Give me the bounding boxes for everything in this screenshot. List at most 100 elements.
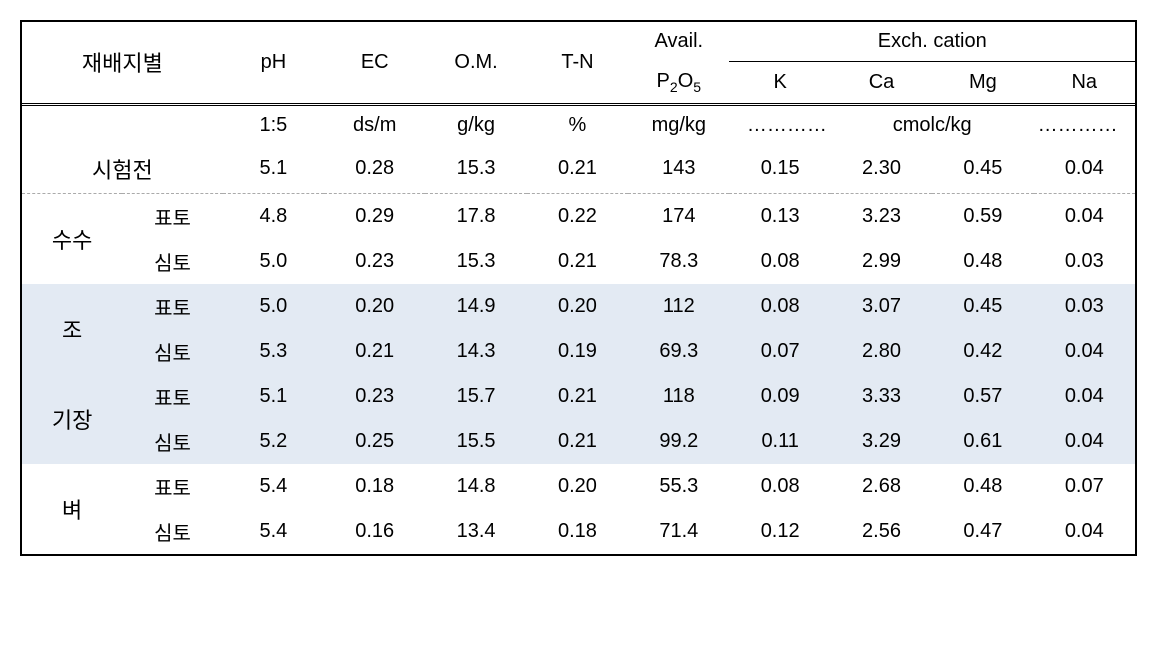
- table-row: 심토5.30.2114.30.1969.30.072.800.420.04: [22, 329, 1135, 374]
- value-cell-mg: 0.45: [932, 284, 1033, 329]
- header-ec: EC: [324, 22, 425, 104]
- value-cell-mg: 0.42: [932, 329, 1033, 374]
- pretest-label: 시험전: [22, 145, 223, 194]
- table-row: 기장표토5.10.2315.70.211180.093.330.570.04: [22, 374, 1135, 419]
- value-cell-mg: 0.61: [932, 419, 1033, 464]
- value-cell-p2o5: 78.3: [628, 239, 729, 284]
- value-cell-p2o5: 69.3: [628, 329, 729, 374]
- value-cell-om: 14.9: [425, 284, 526, 329]
- value-cell-ec: 0.16: [324, 509, 425, 554]
- unit-cation-left: …………: [729, 104, 830, 145]
- value-cell-tn: 0.21: [527, 239, 628, 284]
- header-row-1: 재배지별 pH EC O.M. T-N Avail. Exch. cation: [22, 22, 1135, 62]
- pretest-om: 15.3: [425, 145, 526, 194]
- value-cell-ca: 3.29: [831, 419, 932, 464]
- value-cell-om: 15.3: [425, 239, 526, 284]
- table-row: 심토5.20.2515.50.2199.20.113.290.610.04: [22, 419, 1135, 464]
- value-cell-mg: 0.48: [932, 464, 1033, 509]
- pretest-p2o5: 143: [628, 145, 729, 194]
- table-row: 조표토5.00.2014.90.201120.083.070.450.03: [22, 284, 1135, 329]
- pretest-k: 0.15: [729, 145, 830, 194]
- value-cell-ph: 5.0: [223, 239, 324, 284]
- value-cell-tn: 0.19: [527, 329, 628, 374]
- table-row: 심토5.00.2315.30.2178.30.082.990.480.03: [22, 239, 1135, 284]
- header-mg: Mg: [932, 62, 1033, 105]
- value-cell-mg: 0.48: [932, 239, 1033, 284]
- value-cell-p2o5: 99.2: [628, 419, 729, 464]
- header-exch-cation: Exch. cation: [729, 22, 1135, 62]
- layer-cell: 심토: [122, 239, 222, 284]
- value-cell-na: 0.04: [1034, 193, 1135, 239]
- value-cell-om: 15.5: [425, 419, 526, 464]
- header-na: Na: [1034, 62, 1135, 105]
- table-row: 수수표토4.80.2917.80.221740.133.230.590.04: [22, 193, 1135, 239]
- header-k: K: [729, 62, 830, 105]
- data-table: 재배지별 pH EC O.M. T-N Avail. Exch. cation …: [22, 22, 1135, 554]
- value-cell-ca: 2.80: [831, 329, 932, 374]
- table-row: 벼표토5.40.1814.80.2055.30.082.680.480.07: [22, 464, 1135, 509]
- value-cell-ec: 0.25: [324, 419, 425, 464]
- value-cell-tn: 0.20: [527, 464, 628, 509]
- value-cell-ca: 2.99: [831, 239, 932, 284]
- unit-om: g/kg: [425, 104, 526, 145]
- pretest-ph: 5.1: [223, 145, 324, 194]
- value-cell-ec: 0.21: [324, 329, 425, 374]
- value-cell-tn: 0.21: [527, 419, 628, 464]
- value-cell-p2o5: 112: [628, 284, 729, 329]
- layer-cell: 심토: [122, 509, 222, 554]
- header-avail-top: Avail.: [628, 22, 729, 62]
- pretest-ec: 0.28: [324, 145, 425, 194]
- value-cell-ec: 0.23: [324, 239, 425, 284]
- value-cell-na: 0.04: [1034, 329, 1135, 374]
- value-cell-tn: 0.20: [527, 284, 628, 329]
- value-cell-na: 0.03: [1034, 239, 1135, 284]
- value-cell-ph: 5.1: [223, 374, 324, 419]
- value-cell-na: 0.04: [1034, 374, 1135, 419]
- value-cell-ph: 5.3: [223, 329, 324, 374]
- value-cell-mg: 0.57: [932, 374, 1033, 419]
- value-cell-tn: 0.18: [527, 509, 628, 554]
- value-cell-p2o5: 71.4: [628, 509, 729, 554]
- pretest-tn: 0.21: [527, 145, 628, 194]
- value-cell-na: 0.04: [1034, 419, 1135, 464]
- units-row: 1:5 ds/m g/kg % mg/kg ………… cmolc/kg …………: [22, 104, 1135, 145]
- value-cell-ec: 0.23: [324, 374, 425, 419]
- soil-data-table: 재배지별 pH EC O.M. T-N Avail. Exch. cation …: [20, 20, 1137, 556]
- value-cell-na: 0.03: [1034, 284, 1135, 329]
- layer-cell: 표토: [122, 193, 222, 239]
- unit-ec: ds/m: [324, 104, 425, 145]
- pretest-ca: 2.30: [831, 145, 932, 194]
- value-cell-k: 0.08: [729, 239, 830, 284]
- value-cell-tn: 0.22: [527, 193, 628, 239]
- value-cell-ca: 3.33: [831, 374, 932, 419]
- header-tn: T-N: [527, 22, 628, 104]
- layer-cell: 표토: [122, 284, 222, 329]
- value-cell-k: 0.08: [729, 464, 830, 509]
- unit-cation-mid: cmolc/kg: [831, 104, 1034, 145]
- value-cell-om: 13.4: [425, 509, 526, 554]
- unit-tn: %: [527, 104, 628, 145]
- value-cell-ca: 3.07: [831, 284, 932, 329]
- value-cell-mg: 0.59: [932, 193, 1033, 239]
- pretest-mg: 0.45: [932, 145, 1033, 194]
- unit-ph: 1:5: [223, 104, 324, 145]
- value-cell-ph: 4.8: [223, 193, 324, 239]
- unit-cation-right: …………: [1034, 104, 1135, 145]
- unit-p2o5: mg/kg: [628, 104, 729, 145]
- header-ph: pH: [223, 22, 324, 104]
- group-name-cell: 기장: [22, 374, 122, 464]
- header-p2o5: P2O5: [628, 62, 729, 105]
- value-cell-ph: 5.4: [223, 509, 324, 554]
- pretest-na: 0.04: [1034, 145, 1135, 194]
- data-body: 수수표토4.80.2917.80.221740.133.230.590.04심토…: [22, 193, 1135, 554]
- group-name-cell: 벼: [22, 464, 122, 554]
- value-cell-p2o5: 118: [628, 374, 729, 419]
- pretest-row: 시험전 5.1 0.28 15.3 0.21 143 0.15 2.30 0.4…: [22, 145, 1135, 194]
- value-cell-om: 15.7: [425, 374, 526, 419]
- value-cell-om: 14.3: [425, 329, 526, 374]
- value-cell-ph: 5.2: [223, 419, 324, 464]
- value-cell-tn: 0.21: [527, 374, 628, 419]
- value-cell-mg: 0.47: [932, 509, 1033, 554]
- header-om: O.M.: [425, 22, 526, 104]
- layer-cell: 심토: [122, 329, 222, 374]
